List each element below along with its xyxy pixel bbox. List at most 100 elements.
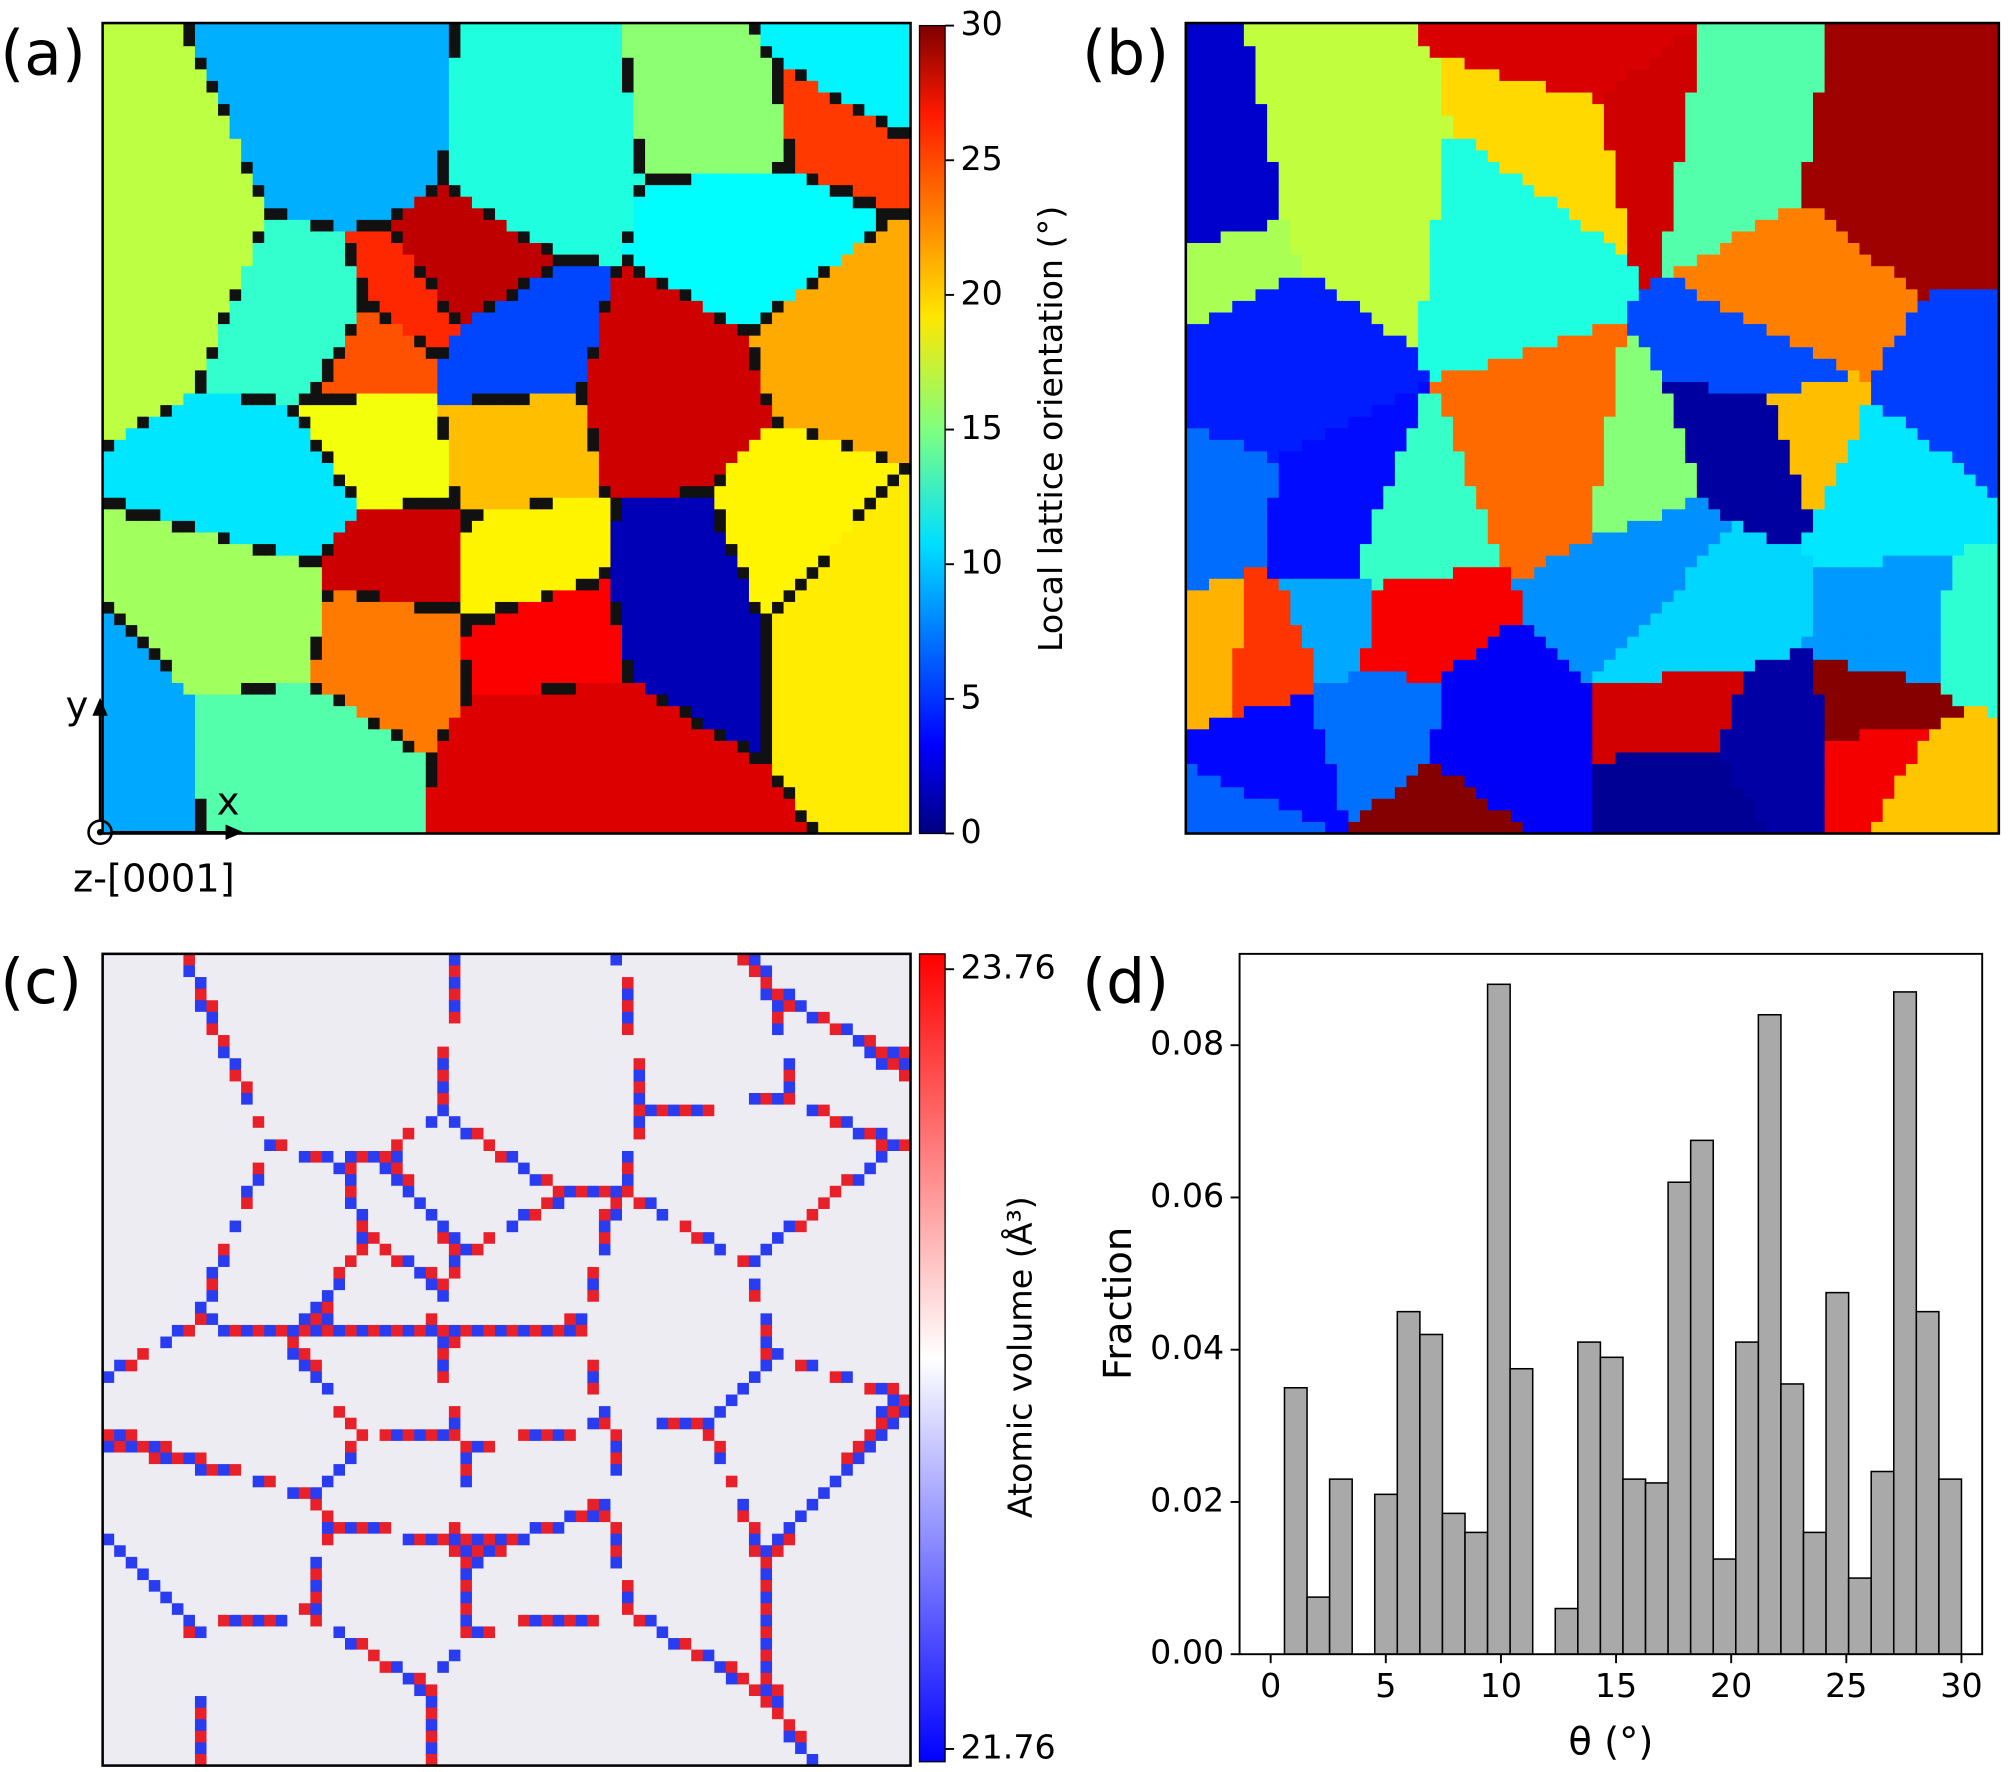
grain-cell (645, 115, 658, 129)
grain-cell (448, 821, 462, 834)
grain-cell (598, 196, 612, 210)
grain-cell (183, 324, 196, 337)
grain-cell (495, 463, 508, 476)
grain-cell (252, 798, 265, 812)
grain-cell (391, 324, 404, 337)
grain-cell (587, 266, 600, 279)
grain-cell (460, 219, 473, 233)
grain-cell (506, 312, 519, 325)
grain-cell (748, 173, 762, 186)
grain-cell (368, 69, 381, 82)
grain-cell (645, 613, 658, 626)
grain-cell (137, 752, 150, 765)
grain-cell (229, 636, 242, 650)
grain-cell (818, 254, 831, 267)
grain-cell (818, 173, 831, 186)
grain-cell (852, 266, 866, 279)
grain-cell (829, 358, 843, 372)
grain-cell (171, 439, 185, 453)
grain-cell (841, 173, 854, 186)
grain-cell (241, 185, 254, 198)
grain-cell (298, 69, 312, 82)
grain-cell (345, 57, 358, 71)
grain-cell (471, 787, 485, 800)
grain-cell (852, 150, 866, 163)
grain-cell (437, 46, 450, 59)
grain-cell (679, 532, 693, 545)
grain-cell (864, 185, 877, 198)
grain-cell (148, 671, 162, 684)
grain-cell (518, 161, 531, 175)
grain-cell (425, 544, 439, 557)
grain-cell (875, 46, 889, 59)
grain-cell (356, 810, 369, 823)
grain-cell (841, 57, 854, 71)
grain-cell (252, 752, 265, 765)
grain-cell (760, 80, 773, 94)
grain-cell (748, 289, 762, 302)
grain-cell (368, 798, 381, 812)
grain-cell (229, 463, 242, 476)
grain-cell (183, 185, 196, 198)
grain-cell (818, 636, 831, 650)
grain-cell (241, 80, 254, 94)
grain-cell (679, 682, 693, 696)
grain-cell (448, 659, 462, 673)
grain-cell (760, 150, 773, 163)
grain-cell (252, 509, 265, 522)
grain-cell (114, 439, 127, 453)
grain-cell (218, 381, 231, 395)
grain-cell (391, 601, 404, 615)
grain-cell (229, 439, 242, 453)
orientation-map (102, 23, 911, 834)
grain-cell (264, 821, 277, 834)
grain-cell (241, 810, 254, 823)
grain-cell (702, 381, 716, 395)
grain-cell (783, 729, 796, 742)
grain-cell (483, 682, 496, 696)
grain-cell (691, 428, 704, 441)
grain-cell (668, 277, 681, 291)
grain-cell (725, 138, 739, 152)
grain-cell (125, 115, 139, 129)
grain-cell (137, 555, 150, 568)
grain-cell (402, 544, 416, 557)
grain-cell (598, 775, 612, 788)
grain-cell (748, 393, 762, 406)
grain-cell (206, 729, 219, 742)
grain-cell (114, 752, 127, 765)
grain-cell (252, 23, 265, 36)
grain-cell (645, 150, 658, 163)
grain-cell (633, 474, 646, 487)
grain-cell (114, 277, 127, 291)
grain-cell (356, 775, 369, 788)
grain-cell (668, 717, 681, 731)
grain-cell (691, 185, 704, 198)
grain-cell (541, 277, 554, 291)
grain-cell (552, 694, 566, 707)
grain-cell (702, 370, 716, 383)
grain-cell (368, 613, 381, 626)
grain-cell (264, 486, 277, 499)
grain-cell (414, 798, 427, 812)
grain-cell (229, 231, 242, 244)
grain-cell (702, 787, 716, 800)
grain-cell (345, 659, 358, 673)
grain-cell (171, 428, 185, 441)
grain-cell (772, 358, 785, 372)
grain-cell (829, 821, 843, 834)
grain-cell (598, 34, 612, 47)
grain-cell (206, 775, 219, 788)
grain-cell (206, 810, 219, 823)
grain-cell (518, 243, 531, 256)
grain-cell (772, 567, 785, 580)
grain-cell (795, 729, 808, 742)
grain-cell (321, 161, 335, 175)
grain-cell (241, 578, 254, 592)
grain-cell (829, 173, 843, 186)
grain-cell (621, 405, 635, 418)
grain-cell (887, 185, 900, 198)
grain-cell (321, 57, 335, 71)
grain-cell (772, 775, 785, 788)
grain-cell (483, 358, 496, 372)
